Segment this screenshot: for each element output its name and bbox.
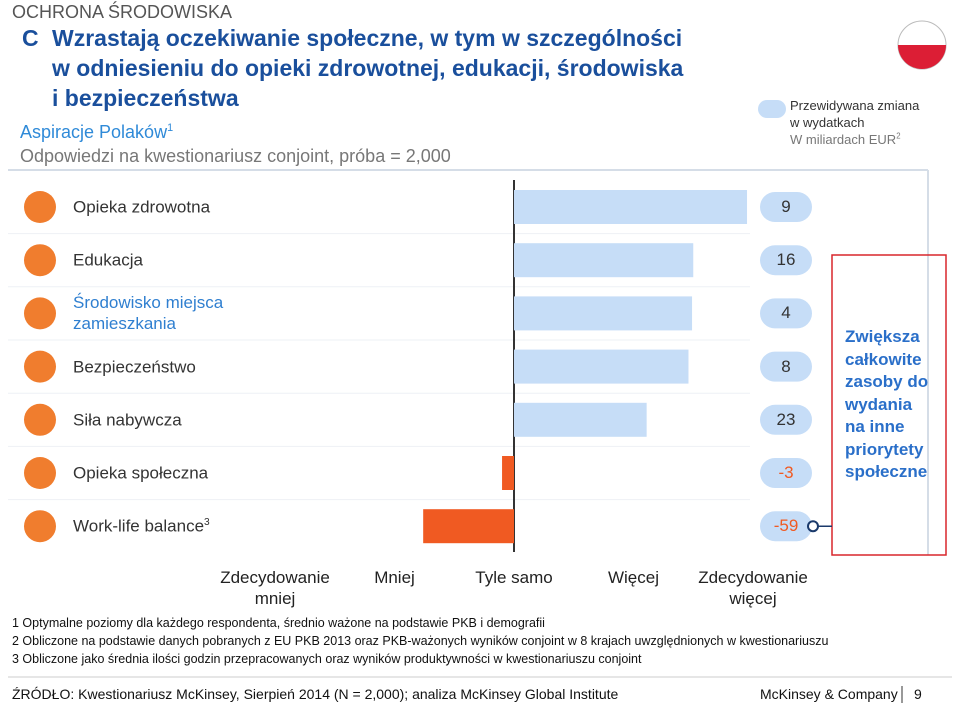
- callout-text: całkowite: [845, 349, 922, 369]
- spending-pill: [760, 511, 812, 542]
- category-label: Work-life balance3: [73, 516, 273, 537]
- row-icon: [24, 244, 56, 277]
- x-tick-label: Więcej: [607, 568, 659, 587]
- legend-unit: W miliardach EUR2: [790, 132, 901, 147]
- x-tick-label: Zdecydowanie więcej: [698, 568, 808, 608]
- spending-pill: [760, 192, 812, 222]
- callout-text: wydania: [845, 394, 913, 414]
- callout-text: Zwiększa: [845, 327, 920, 346]
- bar: [502, 456, 514, 490]
- category-label: Opieka zdrowotna: [73, 197, 273, 218]
- callout-text: społeczne: [845, 462, 928, 481]
- footnote: 3 Obliczone jako średnia ilości godzin p…: [12, 652, 642, 666]
- spending-pill: [760, 404, 812, 435]
- title-line: i bezpieczeństwa: [52, 85, 239, 111]
- spending-pill: [760, 245, 812, 276]
- x-tick-label: Mniej: [374, 568, 415, 587]
- title-line: w odniesieniu do opieki zdrowotnej, eduk…: [52, 55, 684, 81]
- spending-value: 23: [776, 409, 796, 429]
- section: OCHRONA ŚRODOWISKA: [12, 2, 233, 22]
- unit-text: W miliardach EUR: [790, 132, 897, 147]
- category-label: Środowisko miejsca zamieszkania: [73, 292, 273, 334]
- category-label: Edukacja: [73, 250, 273, 271]
- category-text: Opieka zdrowotna: [73, 197, 211, 217]
- bar: [514, 402, 647, 437]
- legend-label: w wydatkach: [790, 115, 865, 130]
- callout-box: [831, 254, 947, 556]
- footnote: 1 Optymalne poziomy dla każdego responde…: [12, 616, 545, 630]
- row-icon: [24, 510, 56, 543]
- source: ŹRÓDŁO: Kwestionariusz McKinsey, Sierpie…: [12, 686, 619, 702]
- x-tick-label: Zdecydowanie mniej: [220, 568, 330, 608]
- category-text: Środowisko miejsca zamieszkania: [73, 293, 224, 334]
- spending-pill: [760, 458, 812, 488]
- spending-value: 9: [781, 197, 791, 216]
- letter: C: [22, 25, 39, 51]
- footnote: 2 Obliczone na podstawie danych pobranyc…: [12, 634, 829, 648]
- legend-label: Przewidywana zmiana: [790, 98, 920, 113]
- spending-value: 16: [776, 250, 796, 270]
- description: Odpowiedzi na kwestionariusz conjoint, p…: [20, 146, 451, 166]
- category-label: Opieka społeczna: [73, 463, 273, 484]
- row-icon: [24, 403, 56, 436]
- page-number: 9: [914, 686, 922, 702]
- bar: [514, 296, 693, 331]
- category-text: Bezpieczeństwo: [73, 357, 196, 377]
- legend-pill: [758, 100, 786, 118]
- bar: [514, 243, 694, 278]
- spending-value: -3: [778, 463, 794, 482]
- category-text: Edukacja: [73, 250, 143, 270]
- flag-red: [898, 45, 946, 69]
- category-text: Work-life balance: [73, 516, 205, 536]
- category-text: Siła nabywcza: [73, 410, 182, 430]
- category-text: Opieka społeczna: [73, 463, 209, 483]
- connector-dot: [807, 520, 819, 533]
- callout-text: na inne: [845, 417, 905, 436]
- callout-text: priorytety: [845, 439, 924, 459]
- note-ref: 3: [204, 517, 210, 529]
- row-icon: [24, 350, 56, 383]
- subtitle-text: Aspiracje Polaków: [20, 122, 168, 142]
- spending-value: 4: [781, 303, 791, 323]
- note-ref: 1: [167, 122, 174, 134]
- brand: McKinsey & Company: [760, 686, 898, 702]
- spending-value: 8: [781, 356, 791, 376]
- category-label: Siła nabywcza: [73, 409, 273, 430]
- spending-pill: [760, 351, 812, 382]
- subtitle: Aspiracje Polaków1: [20, 122, 173, 143]
- spending-value: -59: [773, 516, 799, 536]
- bar: [514, 190, 748, 224]
- row-icon: [24, 457, 56, 489]
- callout-text: zasoby do: [845, 372, 929, 391]
- row-icon: [24, 191, 56, 223]
- title-line: Wzrastają oczekiwanie społeczne, w tym w…: [52, 25, 683, 51]
- note-ref: 2: [896, 131, 901, 141]
- bar: [514, 349, 689, 384]
- spending-pill: [760, 298, 812, 329]
- category-label: Bezpieczeństwo: [73, 356, 273, 377]
- row-icon: [24, 297, 56, 330]
- bar: [423, 509, 514, 544]
- x-tick-label: Tyle samo: [475, 568, 553, 587]
